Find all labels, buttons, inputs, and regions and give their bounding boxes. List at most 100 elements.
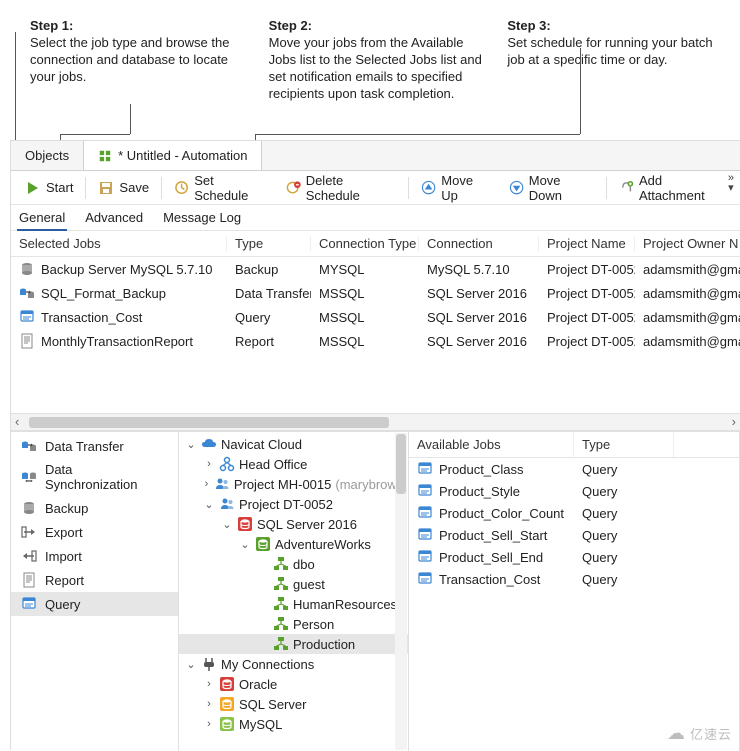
step-text: Select the job type and browse the conne…: [30, 35, 245, 86]
tree-node[interactable]: ⌄ My Connections: [179, 654, 408, 674]
expander-icon[interactable]: ⌄: [203, 498, 215, 511]
tree-node[interactable]: › Project MH-0015 (marybrown: [179, 474, 408, 494]
toolbar-overflow[interactable]: »▾: [728, 173, 734, 193]
job-type-data-transfer[interactable]: Data Transfer: [11, 434, 178, 458]
save-button[interactable]: Save: [90, 176, 157, 200]
automation-tab[interactable]: * Untitled - Automation: [84, 141, 262, 170]
separator: [606, 177, 607, 199]
move-down-button[interactable]: Move Down: [501, 169, 602, 207]
attachment-icon: [619, 180, 634, 196]
advanced-subtab[interactable]: Advanced: [83, 206, 145, 229]
message-log-subtab[interactable]: Message Log: [161, 206, 243, 229]
job-type-query[interactable]: Query: [11, 592, 178, 616]
available-job-row[interactable]: Product_Style Query: [409, 480, 739, 502]
connection-type: MSSQL: [311, 334, 419, 349]
project-name: Project DT-0052: [539, 286, 635, 301]
expander-icon[interactable]: ⌄: [239, 538, 251, 551]
objects-tab[interactable]: Objects: [11, 141, 84, 170]
col-type[interactable]: Type: [227, 236, 311, 251]
available-job-row[interactable]: Transaction_Cost Query: [409, 568, 739, 590]
tree-node[interactable]: ⌄ SQL Server 2016: [179, 514, 408, 534]
instruction-annotations: Step 1: Select the job type and browse t…: [0, 18, 740, 103]
connection: SQL Server 2016: [419, 334, 539, 349]
col-connection[interactable]: Connection: [419, 236, 539, 251]
job-type-backup[interactable]: Backup: [11, 496, 178, 520]
expander-icon[interactable]: ›: [203, 718, 215, 730]
tree-vertical-scrollbar[interactable]: [395, 433, 407, 750]
col-connection-type[interactable]: Connection Type: [311, 236, 419, 251]
query-icon: [417, 549, 433, 565]
schema-icon: [273, 576, 289, 592]
scrollbar-thumb[interactable]: [29, 417, 389, 428]
job-name: Transaction_Cost: [41, 310, 142, 325]
start-button[interactable]: Start: [17, 176, 81, 200]
col-type[interactable]: Type: [574, 432, 674, 457]
org-people-icon: [214, 476, 230, 492]
expander-icon[interactable]: ›: [203, 458, 215, 470]
table-row[interactable]: SQL_Format_Backup Data Transfer MSSQL SQ…: [11, 281, 740, 305]
expander-icon[interactable]: ⌄: [221, 518, 233, 531]
job-type: Query: [227, 310, 311, 325]
tree-node[interactable]: dbo: [179, 554, 408, 574]
button-label: Move Up: [441, 173, 490, 203]
job-type-data-synchronization[interactable]: Data Synchronization: [11, 458, 178, 496]
available-job-row[interactable]: Product_Sell_End Query: [409, 546, 739, 568]
horizontal-scrollbar[interactable]: [11, 413, 740, 431]
col-project-owner[interactable]: Project Owner N: [635, 236, 740, 251]
watermark: ☁ 亿速云: [667, 723, 732, 744]
lower-panels: Data TransferData SynchronizationBackupE…: [11, 431, 740, 751]
available-job-row[interactable]: Product_Color_Count Query: [409, 502, 739, 524]
expander-icon[interactable]: ⌄: [185, 658, 197, 671]
available-job-row[interactable]: Product_Sell_Start Query: [409, 524, 739, 546]
job-type: Query: [574, 458, 674, 480]
expander-icon[interactable]: ›: [203, 678, 215, 690]
available-job-row[interactable]: Product_Class Query: [409, 458, 739, 480]
step-2-annotation: Step 2: Move your jobs from the Availabl…: [269, 18, 484, 103]
tree-node[interactable]: › Head Office: [179, 454, 408, 474]
tree-label: Person: [293, 617, 334, 632]
job-type-export[interactable]: Export: [11, 520, 178, 544]
table-row[interactable]: Transaction_Cost Query MSSQL SQL Server …: [11, 305, 740, 329]
job-name: MonthlyTransactionReport: [41, 334, 193, 349]
tree-node[interactable]: Person: [179, 614, 408, 634]
tree-node[interactable]: › MySQL: [179, 714, 408, 734]
job-type: Backup: [227, 262, 311, 277]
tree-node[interactable]: ⌄ Project DT-0052: [179, 494, 408, 514]
expander-icon[interactable]: ›: [203, 698, 215, 710]
job-type-label: Report: [45, 573, 84, 588]
separator: [408, 177, 409, 199]
tree-node[interactable]: HumanResources: [179, 594, 408, 614]
tree-node[interactable]: ⌄ AdventureWorks: [179, 534, 408, 554]
job-name: Product_Color_Count: [439, 506, 564, 521]
project-owner: adamsmith@gma: [635, 334, 740, 349]
tree-label: Head Office: [239, 457, 307, 472]
tree-label: Navicat Cloud: [221, 437, 302, 452]
expander-icon[interactable]: ⌄: [185, 438, 197, 451]
job-type-report[interactable]: Report: [11, 568, 178, 592]
tree-node[interactable]: › Oracle: [179, 674, 408, 694]
tree-node[interactable]: guest: [179, 574, 408, 594]
delete-schedule-button[interactable]: Delete Schedule: [278, 169, 405, 207]
job-type-import[interactable]: Import: [11, 544, 178, 568]
tree-label: guest: [293, 577, 325, 592]
table-row[interactable]: MonthlyTransactionReport Report MSSQL SQ…: [11, 329, 740, 353]
job-name: Product_Sell_End: [439, 550, 543, 565]
col-available-jobs[interactable]: Available Jobs: [409, 432, 574, 457]
subtab-label: General: [19, 210, 65, 225]
col-selected-jobs[interactable]: Selected Jobs: [11, 236, 227, 251]
query-icon: [417, 461, 433, 477]
move-up-button[interactable]: Move Up: [413, 169, 498, 207]
general-subtab[interactable]: General: [17, 206, 67, 231]
button-label: Move Down: [529, 173, 594, 203]
table-row[interactable]: Backup Server MySQL 5.7.10 Backup MYSQL …: [11, 257, 740, 281]
tree-node[interactable]: › SQL Server: [179, 694, 408, 714]
scrollbar-thumb[interactable]: [396, 434, 406, 494]
set-schedule-button[interactable]: Set Schedule: [166, 169, 276, 207]
add-attachment-button[interactable]: Add Attachment: [611, 169, 734, 207]
col-project-name[interactable]: Project Name: [539, 236, 635, 251]
available-jobs-header: Available Jobs Type: [409, 432, 739, 458]
tree-node[interactable]: ⌄ Navicat Cloud: [179, 434, 408, 454]
transfer-icon: [19, 285, 35, 301]
tree-node[interactable]: Production: [179, 634, 408, 654]
expander-icon[interactable]: ›: [203, 478, 210, 490]
